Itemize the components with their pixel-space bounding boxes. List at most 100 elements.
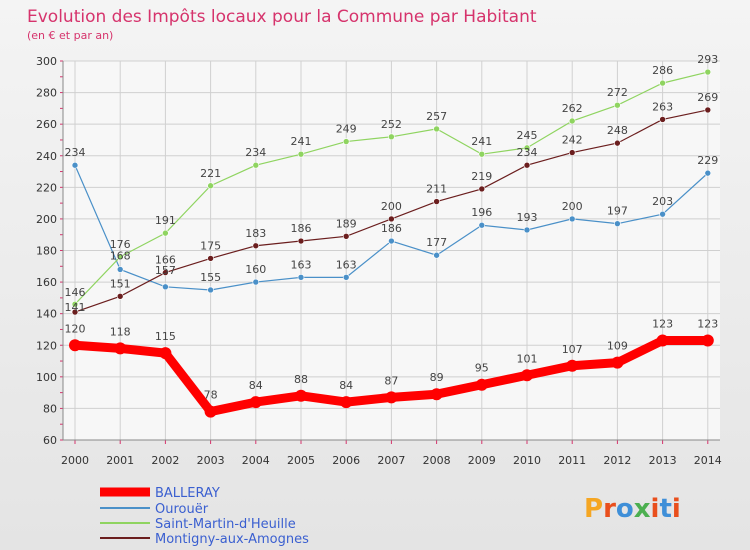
x-tick-label: 2014 [694, 454, 722, 467]
data-label: 186 [291, 222, 312, 235]
y-tick-label: 220 [36, 181, 57, 194]
data-label: 229 [697, 154, 718, 167]
data-point [656, 334, 669, 347]
data-point [252, 161, 260, 169]
y-tick-label: 200 [36, 213, 57, 226]
legend-label: Montigny-aux-Amognes [155, 532, 309, 547]
data-point [475, 378, 488, 391]
data-point [433, 251, 440, 259]
data-label: 200 [562, 200, 583, 213]
data-label: 123 [652, 318, 673, 331]
data-point [342, 232, 350, 240]
x-tick-label: 2002 [151, 454, 179, 467]
chart-subtitle: (en € et par an) [27, 29, 113, 42]
data-point [252, 242, 260, 250]
data-label: 263 [652, 100, 673, 113]
data-point [71, 300, 79, 308]
x-tick-label: 2006 [332, 454, 360, 467]
data-point [568, 117, 576, 125]
data-point [249, 396, 262, 409]
data-label: 118 [110, 325, 131, 338]
data-point [659, 116, 666, 123]
data-label: 248 [607, 124, 628, 137]
data-point [71, 161, 79, 169]
data-label: 249 [336, 123, 357, 136]
axes: 60 80 100 120 140 160 180 200 220 240 260 280 300 200… [36, 55, 722, 467]
legend: BALLERAYOurouërSaint-Martin-d'HeuilleMon… [100, 486, 309, 547]
data-label: 120 [65, 322, 86, 335]
grid [63, 60, 720, 441]
data-point [659, 79, 666, 87]
data-label: 78 [204, 389, 218, 402]
data-label: 177 [426, 236, 447, 249]
data-label: 186 [381, 222, 402, 235]
data-label: 101 [517, 352, 538, 365]
legend-label: BALLERAY [155, 486, 220, 501]
x-tick-label: 2007 [377, 454, 405, 467]
x-tick-label: 2005 [287, 454, 315, 467]
data-point [207, 182, 214, 190]
data-label: 166 [155, 254, 176, 267]
data-label: 109 [607, 340, 628, 353]
data-point [342, 138, 350, 145]
data-label: 176 [110, 238, 131, 251]
data-label: 84 [249, 379, 263, 392]
data-point [162, 229, 169, 237]
x-tick-label: 2003 [197, 454, 225, 467]
y-tick-label: 280 [36, 87, 57, 100]
x-tick-label: 2008 [423, 454, 451, 467]
data-label: 183 [245, 227, 266, 240]
data-label: 155 [200, 271, 221, 284]
data-label: 293 [697, 53, 718, 66]
x-tick-label: 2013 [649, 454, 677, 467]
x-tick-label: 2004 [242, 454, 270, 467]
data-label: 196 [471, 206, 492, 219]
data-point [159, 347, 172, 360]
data-point [204, 405, 217, 418]
data-label: 219 [471, 170, 492, 183]
data-point [114, 342, 127, 355]
data-point [478, 221, 486, 229]
data-label: 241 [471, 135, 492, 148]
data-point [116, 292, 124, 300]
data-point [523, 161, 531, 169]
data-label: 203 [652, 195, 673, 208]
data-point [568, 215, 576, 223]
data-label: 234 [517, 146, 538, 159]
data-point [340, 396, 353, 409]
data-point [614, 220, 621, 227]
data-label: 245 [517, 129, 538, 142]
x-tick-label: 2009 [468, 454, 496, 467]
legend-label: Saint-Martin-d'Heuille [155, 517, 296, 532]
data-point [252, 278, 260, 286]
data-label: 191 [155, 214, 176, 227]
y-tick-label: 180 [36, 245, 57, 258]
data-point [611, 356, 624, 369]
y-tick-label: 260 [36, 118, 57, 131]
data-point [116, 266, 124, 273]
data-label: 242 [562, 134, 583, 147]
proxiti-logo: Proxiti [584, 494, 681, 524]
data-label: 123 [697, 318, 718, 331]
data-label: 221 [200, 167, 221, 180]
data-point [566, 359, 579, 372]
y-tick-label: 80 [43, 402, 57, 415]
data-label: 163 [291, 258, 312, 271]
y-tick-label: 140 [36, 308, 57, 321]
data-point [433, 198, 440, 205]
data-point [388, 237, 395, 245]
data-point [297, 237, 305, 245]
data-label: 175 [200, 239, 221, 252]
y-tick-label: 160 [36, 276, 57, 289]
data-point [162, 283, 169, 291]
data-label: 163 [336, 258, 357, 271]
data-point [659, 210, 666, 218]
data-point [701, 334, 714, 347]
data-point [523, 226, 531, 234]
data-point [523, 144, 531, 152]
data-label: 84 [339, 379, 353, 392]
data-point [207, 286, 214, 294]
logo-text: Proxiti [584, 494, 681, 524]
